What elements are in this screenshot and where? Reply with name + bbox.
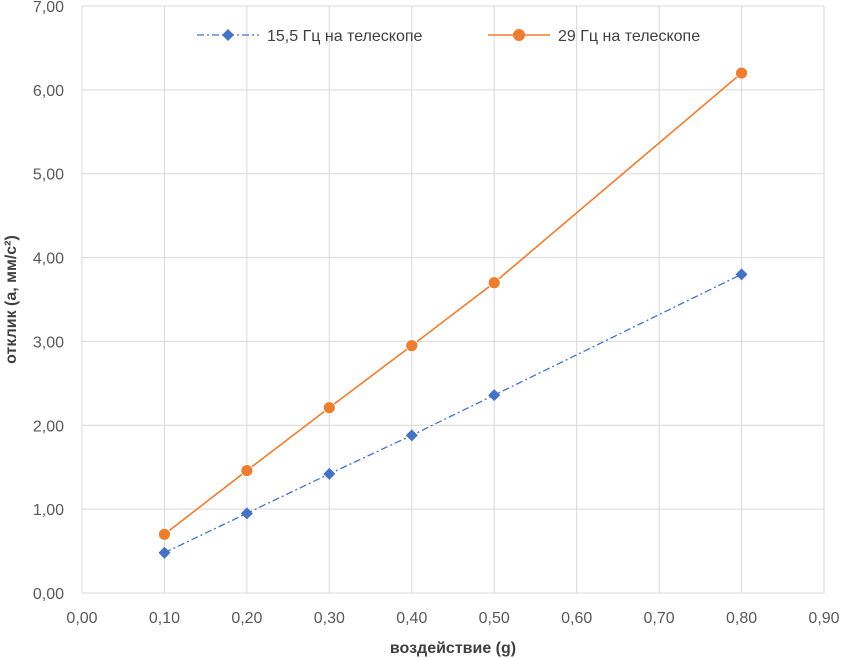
- y-tick-labels: 0,00 1,00 2,00 3,00 4,00 5,00 6,00 7,00: [33, 0, 64, 603]
- data-point: [405, 429, 418, 442]
- legend-label: 29 Гц на телескопе: [558, 28, 700, 45]
- data-point: [735, 66, 748, 80]
- y-tick-label: 0,00: [33, 586, 64, 603]
- data-point: [487, 276, 501, 290]
- data-point: [158, 546, 171, 559]
- legend-marker: [222, 29, 234, 41]
- data-point: [240, 464, 254, 477]
- x-tick-label: 0,40: [396, 610, 427, 627]
- data-point: [322, 401, 336, 415]
- y-tick-label: 2,00: [33, 418, 64, 435]
- y-axis-title: отклик (a, мм/с²): [3, 235, 20, 364]
- series-line: [164, 273, 742, 554]
- y-tick-label: 4,00: [33, 251, 64, 268]
- y-tick-label: 7,00: [33, 0, 64, 16]
- grid: [81, 5, 825, 594]
- legend-item-2: 29 Гц на телескопе: [488, 28, 700, 45]
- data-point: [405, 339, 419, 353]
- series-line: [163, 72, 743, 535]
- legend-marker: [513, 29, 525, 41]
- x-tick-label: 0,50: [479, 610, 510, 627]
- x-tick-label: 0,30: [314, 610, 345, 627]
- series-layer: [158, 66, 748, 559]
- x-tick-label: 0,90: [808, 610, 839, 627]
- data-point: [735, 268, 748, 281]
- y-tick-label: 5,00: [33, 167, 64, 184]
- y-tick-label: 1,00: [33, 502, 64, 519]
- x-tick-label: 0,60: [561, 610, 592, 627]
- x-tick-label: 0,20: [231, 610, 262, 627]
- series-1: [158, 268, 748, 559]
- y-tick-label: 3,00: [33, 334, 64, 351]
- y-tick-label: 6,00: [33, 83, 64, 100]
- data-point: [323, 467, 336, 480]
- series-2: [158, 66, 748, 541]
- legend-label: 15,5 Гц на телескопе: [267, 28, 423, 45]
- x-tick-label: 0,80: [726, 610, 757, 627]
- x-tick-label: 0,00: [66, 610, 97, 627]
- x-tick-label: 0,10: [149, 610, 180, 627]
- x-tick-labels: 0,00 0,10 0,20 0,30 0,40 0,50 0,60 0,70 0,80 0,90: [66, 610, 839, 627]
- legend-item-1: 15,5 Гц на телескопе: [197, 28, 423, 45]
- data-point: [240, 507, 253, 520]
- data-point: [488, 389, 501, 402]
- x-tick-label: 0,70: [644, 610, 675, 627]
- legend: 15,5 Гц на телескопе 29 Гц на телескопе: [197, 28, 700, 45]
- data-point: [158, 527, 171, 541]
- x-axis-title: воздействие (g): [390, 640, 516, 657]
